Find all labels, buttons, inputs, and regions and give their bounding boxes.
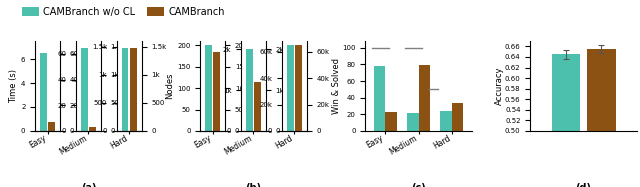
Bar (587, 49, 616, 187)
Text: (d): (d) (575, 183, 591, 187)
Bar (287, 45, 294, 131)
Bar (130, 48, 137, 131)
Bar (122, 48, 129, 131)
Bar (89, 127, 96, 131)
Text: (a): (a) (81, 183, 96, 187)
Bar (407, 113, 419, 131)
Bar (440, 111, 452, 131)
Bar (205, 45, 212, 131)
Text: (b): (b) (245, 183, 262, 187)
Y-axis label: Nodes: Nodes (165, 73, 174, 99)
Y-axis label: Time (s): Time (s) (9, 69, 18, 103)
Legend: CAMBranch w/o CL, CAMBranch: CAMBranch w/o CL, CAMBranch (18, 3, 228, 21)
Bar (49, 122, 55, 131)
Bar (295, 45, 302, 131)
Bar (254, 82, 261, 131)
Bar (385, 112, 397, 131)
Bar (374, 66, 385, 131)
Bar (81, 47, 88, 131)
Bar (40, 53, 47, 131)
Bar (452, 103, 463, 131)
Bar (214, 52, 220, 131)
Bar (246, 49, 253, 131)
Y-axis label: Win & Solved: Win & Solved (332, 58, 340, 114)
Bar (552, 54, 580, 187)
Bar (419, 65, 430, 131)
Y-axis label: Accuracy: Accuracy (495, 67, 504, 105)
Text: (c): (c) (411, 183, 426, 187)
